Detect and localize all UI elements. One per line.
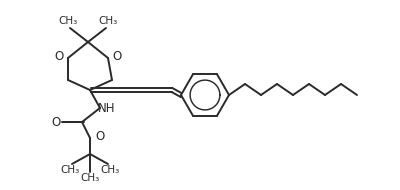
Text: O: O xyxy=(55,50,64,63)
Text: O: O xyxy=(112,50,121,63)
Text: CH₃: CH₃ xyxy=(58,16,78,26)
Text: NH: NH xyxy=(98,102,116,116)
Text: O: O xyxy=(95,130,104,142)
Text: CH₃: CH₃ xyxy=(80,173,100,183)
Text: O: O xyxy=(51,116,61,128)
Text: CH₃: CH₃ xyxy=(100,165,120,175)
Text: CH₃: CH₃ xyxy=(98,16,118,26)
Text: CH₃: CH₃ xyxy=(60,165,80,175)
